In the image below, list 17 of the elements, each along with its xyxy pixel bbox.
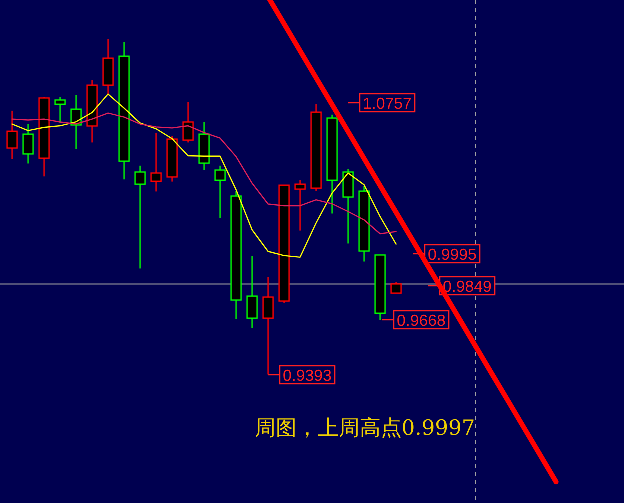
annotation: 1.0757 [363,96,412,113]
candlestick [134,165,146,270]
candlestick [182,101,194,144]
candlestick [390,281,402,294]
candlestick [22,124,34,164]
candlestick [54,96,66,124]
candlestick [150,132,162,192]
text: 周图，上周高点0.9997 [254,416,476,440]
candlestick [246,255,258,329]
annotation: 0.9668 [397,313,446,330]
candlestick [294,179,306,232]
annotation: 0.9393 [283,368,332,385]
candlestick [6,110,18,160]
annotation: 0.9849 [443,279,492,296]
candlestick [214,165,226,219]
annotation: 0.9995 [428,247,478,264]
candlestick [262,276,274,376]
